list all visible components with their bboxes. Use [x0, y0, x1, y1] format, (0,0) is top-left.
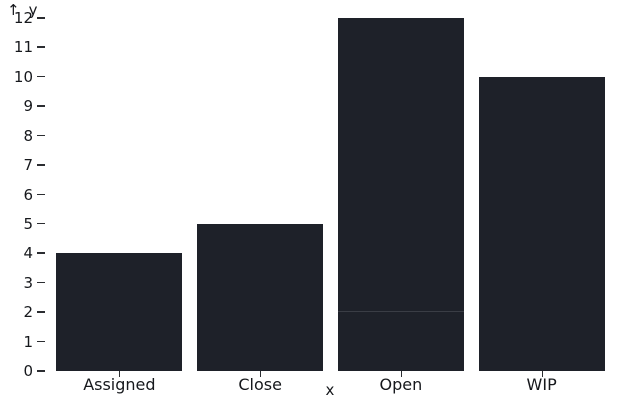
x-tick-mark	[541, 371, 543, 377]
y-tick-mark	[37, 252, 45, 254]
bar-wip[interactable]	[478, 76, 605, 371]
y-tick-label: 1	[23, 332, 33, 351]
x-tick-label-close: Close	[238, 375, 282, 394]
x-tick-label-open: Open	[379, 375, 423, 394]
y-tick-label: 12	[13, 9, 33, 27]
y-tick-mark	[37, 105, 45, 107]
bar-segment[interactable]	[197, 223, 324, 371]
y-tick-label: 9	[23, 97, 33, 116]
bar-segment[interactable]	[337, 312, 464, 371]
y-tick-label: 5	[23, 214, 33, 233]
y-tick-mark	[37, 193, 45, 195]
x-tick-mark	[260, 371, 262, 377]
y-tick-label: 11	[13, 38, 33, 57]
y-tick-mark	[37, 370, 45, 372]
y-tick-mark	[37, 164, 45, 166]
up-arrow-icon: ↑	[7, 1, 20, 19]
bar-segment[interactable]	[478, 76, 605, 371]
x-tick-label-wip: WIP	[526, 375, 557, 394]
y-tick-mark	[37, 75, 45, 78]
bar-segment[interactable]	[56, 253, 183, 371]
bar-segment[interactable]	[337, 18, 464, 313]
x-axis-label: x	[325, 381, 335, 399]
x-tick-label-assigned: Assigned	[83, 375, 156, 394]
bar-open[interactable]	[337, 18, 464, 371]
y-tick-label: 3	[23, 273, 33, 292]
x-tick-mark	[400, 371, 402, 377]
bar-assigned[interactable]	[56, 253, 183, 371]
y-tick-mark	[37, 46, 45, 48]
y-axis-label: ↑ y	[7, 1, 37, 19]
y-tick-mark	[37, 281, 45, 284]
y-tick-label: 4	[23, 244, 33, 263]
y-tick-mark	[37, 17, 45, 19]
y-tick-mark	[37, 340, 45, 343]
y-tick-label: 7	[23, 156, 33, 175]
bar-close[interactable]	[197, 223, 324, 371]
y-tick-label: 2	[23, 303, 33, 322]
y-tick-label: 10	[13, 67, 33, 86]
y-tick-label: 6	[23, 185, 33, 204]
y-tick-mark	[37, 134, 45, 137]
y-tick-mark	[37, 311, 45, 313]
y-axis-label-text: y	[28, 1, 38, 19]
x-tick-mark	[119, 371, 121, 377]
y-tick-label: 0	[23, 362, 33, 380]
y-tick-label: 8	[23, 126, 33, 145]
y-tick-mark	[37, 222, 45, 225]
